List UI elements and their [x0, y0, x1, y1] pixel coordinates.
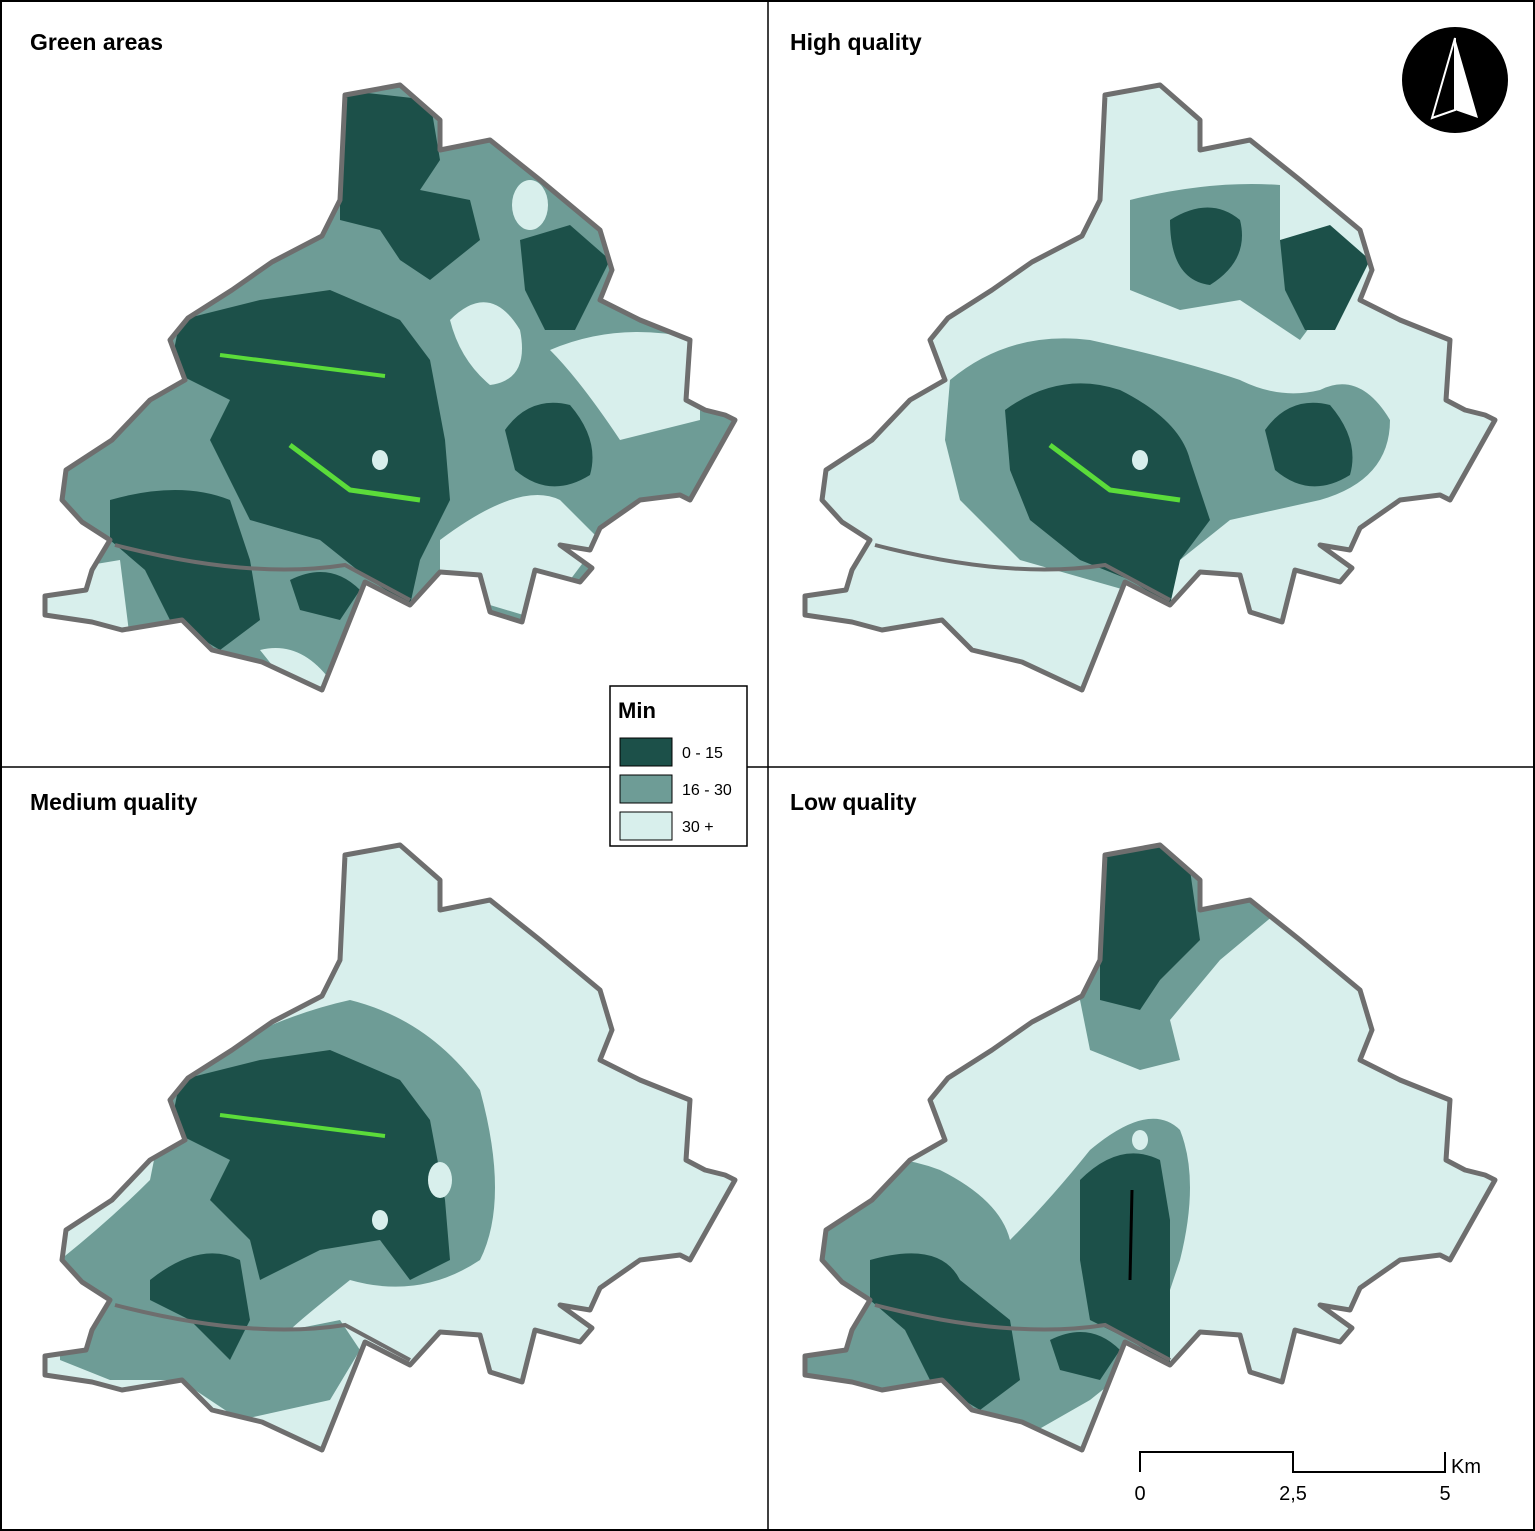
map-panel [760, 0, 1528, 767]
scale-label: 5 [1439, 1483, 1450, 1505]
legend: Min 0 - 15 16 - 30 30 + [609, 685, 748, 847]
legend-label: 16 - 30 [682, 782, 732, 799]
scale-bar [1139, 1451, 1446, 1473]
scale-label: 0 [1134, 1483, 1145, 1505]
north-arrow [1402, 27, 1508, 133]
map-panel [0, 760, 768, 1527]
legend-swatch [619, 737, 673, 767]
map-panel [0, 0, 768, 767]
legend-title: Min [618, 698, 656, 723]
panel-title: High quality [790, 29, 922, 55]
legend-swatch [619, 774, 673, 804]
scale-label: 2,5 [1279, 1483, 1307, 1505]
legend-swatch [619, 811, 673, 841]
legend-label: 30 + [682, 819, 714, 836]
scale-unit: Km [1451, 1456, 1481, 1478]
legend-label: 0 - 15 [682, 745, 723, 762]
map-panel [760, 760, 1528, 1527]
panel-title: Green areas [30, 29, 163, 55]
panel-title: Low quality [790, 789, 917, 815]
panel-title: Medium quality [30, 789, 198, 815]
